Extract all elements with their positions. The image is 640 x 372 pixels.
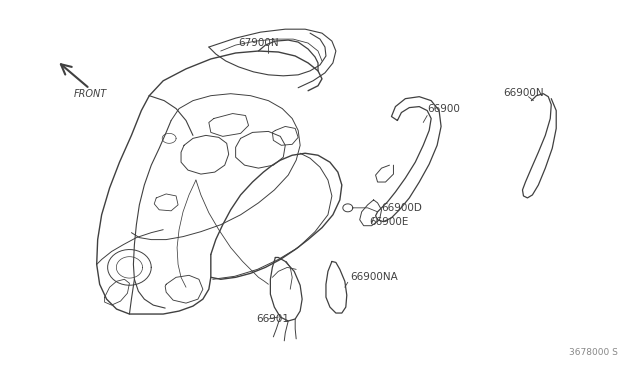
Text: 3678000 S: 3678000 S — [569, 348, 618, 357]
Text: 66900NA: 66900NA — [350, 272, 397, 282]
Text: 66900D: 66900D — [381, 203, 422, 213]
Text: 66900E: 66900E — [370, 217, 409, 227]
Text: 66900N: 66900N — [504, 88, 544, 98]
Text: 66901: 66901 — [257, 314, 289, 324]
Text: 67900N: 67900N — [239, 38, 279, 48]
Text: FRONT: FRONT — [74, 89, 107, 99]
Text: 66900: 66900 — [427, 103, 460, 113]
